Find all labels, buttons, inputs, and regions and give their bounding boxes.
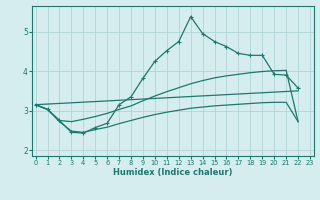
X-axis label: Humidex (Indice chaleur): Humidex (Indice chaleur) <box>113 168 233 177</box>
